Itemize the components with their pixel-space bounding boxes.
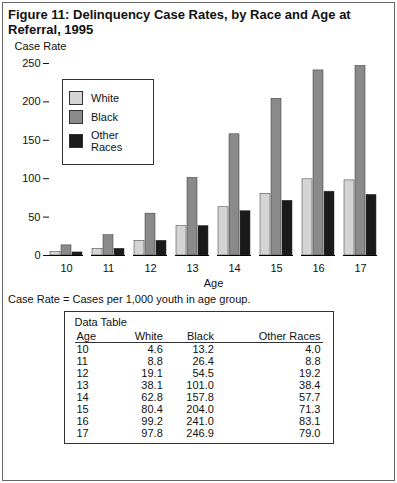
html-text:13: 13: [76, 379, 89, 391]
html-text:17: 17: [76, 427, 89, 439]
svg-text:17: 17: [354, 262, 366, 274]
html-text:80.4: 80.4: [141, 403, 163, 415]
svg-text:150: 150: [22, 134, 40, 146]
html-text:83.1: 83.1: [299, 415, 321, 427]
html-text:71.3: 71.3: [299, 403, 321, 415]
html-text:97.8: 97.8: [141, 427, 163, 439]
svg-text:13: 13: [186, 262, 198, 274]
html-text:Data Table: Data Table: [74, 316, 127, 328]
html-text:15: 15: [76, 403, 89, 415]
svg-text:200: 200: [22, 95, 40, 107]
svg-text:10: 10: [60, 262, 72, 274]
svg-text:Case Rate: Case Rate: [15, 40, 67, 52]
html-text:4.6: 4.6: [147, 343, 163, 355]
html-text:204.0: 204.0: [186, 403, 214, 415]
html-text:8.8: 8.8: [305, 355, 321, 367]
svg-text:14: 14: [228, 262, 240, 274]
html-text:4.0: 4.0: [305, 343, 321, 355]
html-text:241.0: 241.0: [186, 415, 214, 427]
html-text:13.2: 13.2: [192, 343, 214, 355]
svg-text:11: 11: [103, 262, 114, 274]
html-text:19.2: 19.2: [299, 367, 321, 379]
html-text:11: 11: [76, 355, 88, 367]
html-text:14: 14: [76, 391, 89, 403]
svg-text:Age: Age: [204, 277, 224, 289]
html-text:246.9: 246.9: [186, 427, 214, 439]
html-text:White: White: [91, 92, 120, 104]
html-text:Other Races: Other Races: [258, 330, 321, 342]
html-text:38.4: 38.4: [299, 379, 321, 391]
html-text:Black: Black: [91, 111, 118, 123]
svg-text:50: 50: [28, 211, 40, 223]
html-text:16: 16: [76, 415, 89, 427]
html-text:Black: Black: [187, 330, 214, 342]
html-text:101.0: 101.0: [186, 379, 214, 391]
html-text:62.8: 62.8: [141, 391, 163, 403]
html-text:38.1: 38.1: [141, 379, 163, 391]
html-text:Other Races: Other Races: [91, 129, 123, 153]
html-text:54.5: 54.5: [192, 367, 214, 379]
html-text:157.8: 157.8: [186, 391, 214, 403]
svg-text:0: 0: [34, 249, 40, 261]
html-text:12: 12: [76, 367, 89, 379]
html-text:57.7: 57.7: [299, 391, 321, 403]
html-text:Figure 11: Delinquency Case Ra: Figure 11: Delinquency Case Rates, by Ra…: [8, 7, 351, 37]
svg-text:250: 250: [22, 57, 40, 69]
html-text:19.1: 19.1: [141, 367, 163, 379]
svg-text:15: 15: [270, 262, 282, 274]
svg-text:16: 16: [312, 262, 324, 274]
html-text:10: 10: [76, 343, 89, 355]
html-text:Case Rate = Cases per 1,000 yo: Case Rate = Cases per 1,000 youth in age…: [8, 293, 251, 305]
html-text:8.8: 8.8: [147, 355, 163, 367]
html-text:79.0: 79.0: [299, 427, 321, 439]
html-text:26.4: 26.4: [192, 355, 214, 367]
html-text:White: White: [134, 330, 163, 342]
svg-text:12: 12: [144, 262, 156, 274]
svg-text:100: 100: [22, 172, 40, 184]
html-text:99.2: 99.2: [141, 415, 163, 427]
html-text:Age: Age: [76, 330, 97, 342]
